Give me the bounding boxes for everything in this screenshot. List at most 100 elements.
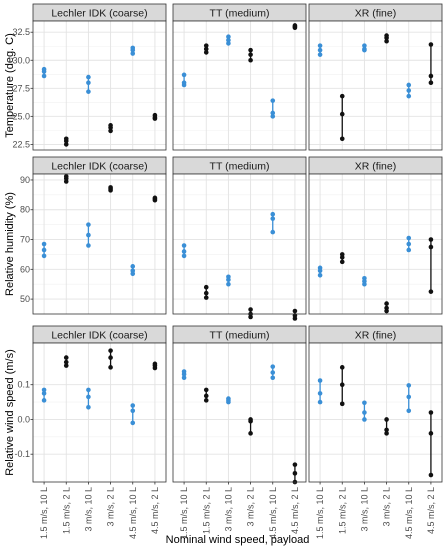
data-point — [86, 222, 91, 227]
data-point — [406, 408, 412, 414]
data-point — [406, 93, 412, 99]
facet-strip-label: Lechler IDK (coarse) — [51, 330, 147, 342]
y-tick-label: 0.0 — [17, 414, 30, 424]
data-point — [428, 244, 434, 250]
data-point — [248, 47, 253, 53]
panel-background — [173, 174, 306, 314]
data-point — [292, 308, 298, 314]
data-point — [108, 355, 113, 360]
data-point — [339, 111, 345, 117]
data-point — [130, 45, 136, 51]
x-tick-label: 1.5 m/s, 10 L — [315, 487, 325, 539]
panel-border — [32, 173, 167, 315]
data-point — [63, 174, 69, 179]
data-point — [86, 394, 91, 400]
data-point — [130, 51, 136, 56]
y-axis-title-row-3: Relative wind speed (m/s) — [4, 349, 16, 476]
facet-strip-label: Lechler IDK (coarse) — [51, 161, 147, 173]
panel-border — [308, 20, 443, 151]
data-point — [152, 112, 158, 118]
data-point — [428, 80, 434, 85]
panel-r3-c2: TT (medium) 1.5 m/s, 10 L 1.5 m/s, 2 L 3 m/… — [172, 325, 307, 539]
x-tick-label: 4.5 m/s, 10 L — [128, 487, 138, 539]
y-tick-label: 0.1 — [17, 380, 30, 390]
data-point — [226, 34, 231, 40]
data-point — [203, 50, 209, 55]
data-point — [270, 370, 276, 375]
data-point — [362, 275, 367, 281]
facet-strip-label: TT (medium) — [210, 8, 270, 20]
data-point — [384, 301, 389, 306]
facet-strip-label: Lechler IDK (coarse) — [51, 8, 147, 20]
data-point — [63, 136, 69, 142]
y-tick-label: 27.5 — [12, 83, 30, 93]
x-tick-label: 3 m/s, 10 L — [223, 487, 233, 532]
data-point — [270, 229, 276, 235]
data-point — [428, 237, 434, 242]
y-tick-label: 80 — [20, 205, 30, 215]
data-point — [203, 393, 209, 399]
data-point — [270, 364, 276, 369]
facet-strip-label: XR (fine) — [355, 8, 396, 20]
data-point — [406, 394, 412, 400]
panel-border — [172, 342, 307, 483]
x-tick-label: 1.5 m/s, 10 L — [39, 487, 49, 539]
data-point — [181, 249, 187, 254]
panel-background — [309, 343, 442, 482]
data-point — [86, 89, 91, 94]
data-point — [292, 462, 298, 467]
data-point — [181, 80, 187, 85]
panel-background — [309, 174, 442, 314]
data-point — [362, 410, 367, 415]
data-point — [108, 365, 113, 370]
data-point — [270, 375, 276, 381]
panel-border — [308, 173, 443, 315]
data-point — [339, 259, 345, 265]
data-point — [130, 264, 136, 269]
y-axis-title-row-2: Relative humidity (%) — [4, 192, 16, 296]
data-point — [384, 417, 389, 422]
facet-strip-label: TT (medium) — [210, 161, 270, 173]
data-point — [292, 471, 298, 476]
data-point — [339, 136, 345, 142]
y-tick-label: 22.5 — [12, 139, 30, 149]
data-point — [292, 23, 298, 28]
data-point — [317, 52, 323, 57]
data-point — [108, 123, 113, 128]
panel-r3-c1: Lechler IDK (coarse) 1.5 m/s, 10 L 1.5 m/s… — [32, 325, 167, 539]
panel-border — [32, 342, 167, 483]
data-point — [41, 387, 47, 393]
data-point — [406, 82, 412, 88]
y-tick-label: 25.0 — [12, 111, 30, 121]
data-point — [362, 43, 367, 48]
data-point — [63, 355, 69, 360]
data-point — [63, 142, 69, 147]
data-point — [108, 128, 113, 134]
x-axis-title: Nominal wind speed, payload — [166, 534, 310, 546]
y-tick-label: 60 — [20, 264, 30, 274]
data-point — [339, 382, 345, 388]
facet-strip-label: XR (fine) — [355, 330, 396, 342]
data-point — [203, 43, 209, 48]
data-point — [108, 348, 113, 353]
data-point — [86, 74, 91, 80]
data-point — [317, 43, 323, 48]
data-point — [317, 399, 323, 405]
data-point — [384, 33, 389, 38]
x-tick-label: 4.5 m/s, 10 L — [268, 487, 278, 539]
data-point — [63, 359, 69, 365]
data-point — [384, 431, 389, 436]
data-point — [86, 243, 91, 248]
data-point — [317, 391, 323, 396]
panel-border — [172, 173, 307, 315]
facet-strip-label: XR (fine) — [355, 161, 396, 173]
data-point — [152, 361, 158, 367]
data-point — [226, 37, 231, 43]
data-point — [130, 403, 136, 408]
y-tick-label: 90 — [20, 175, 30, 185]
data-point — [86, 232, 91, 238]
data-point — [317, 47, 323, 53]
data-point — [226, 274, 231, 280]
data-point — [428, 289, 434, 294]
panel-r2-c1: Lechler IDK (coarse) — [32, 156, 167, 315]
